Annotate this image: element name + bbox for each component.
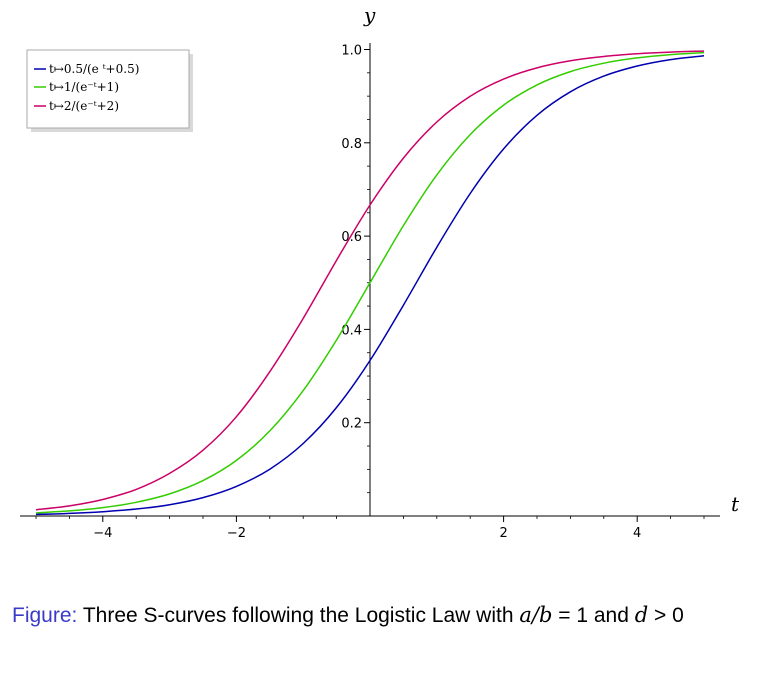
series-line-blue [35,54,705,516]
caption-math-ratio: a/b [519,603,553,627]
y-axis-label: y [363,3,376,27]
x-axis-label: t [731,492,740,516]
y-tick-label: 0.6 [341,230,362,245]
y-tick-label: 0.4 [341,323,362,338]
series-line-magenta [35,50,705,511]
legend-box [26,49,190,129]
caption-label: Figure: [12,604,78,627]
figure-caption: Figure: Three S-curves following the Log… [12,600,752,631]
series-layer [35,50,705,516]
y-tick-label: 0.8 [341,137,362,152]
axis-ticks: −4 −2 2 4 0.2 0.4 0.6 0.8 1.0 [93,44,641,542]
legend-label-blue: t↦0.5/(e ᵗ+0.5) [49,62,139,76]
caption-math-d: d [634,603,649,627]
legend-label-magenta: t↦2/(e⁻ᵗ+2) [49,99,119,113]
y-tick-label: 1.0 [341,44,362,59]
x-tick-label: 4 [633,526,641,541]
x-tick-label: 2 [499,526,507,541]
caption-text-3: > 0 [648,604,684,627]
y-tick-label: 0.2 [341,417,362,432]
caption-text-2: = 1 and [552,604,635,627]
legend: t↦0.5/(e ᵗ+0.5) t↦1/(e⁻ᵗ+1) t↦2/(e⁻ᵗ+2) [26,49,193,132]
legend-label-green: t↦1/(e⁻ᵗ+1) [49,80,119,94]
caption-text-1: Three S-curves following the Logistic La… [77,604,520,627]
series-line-green [35,51,705,514]
x-tick-label: −4 [93,526,112,541]
x-tick-label: −2 [227,526,246,541]
logistic-chart: −4 −2 2 4 0.2 0.4 0.6 0.8 1.0 t y t↦0.5/(e ᵗ+0.5… [20,3,740,542]
